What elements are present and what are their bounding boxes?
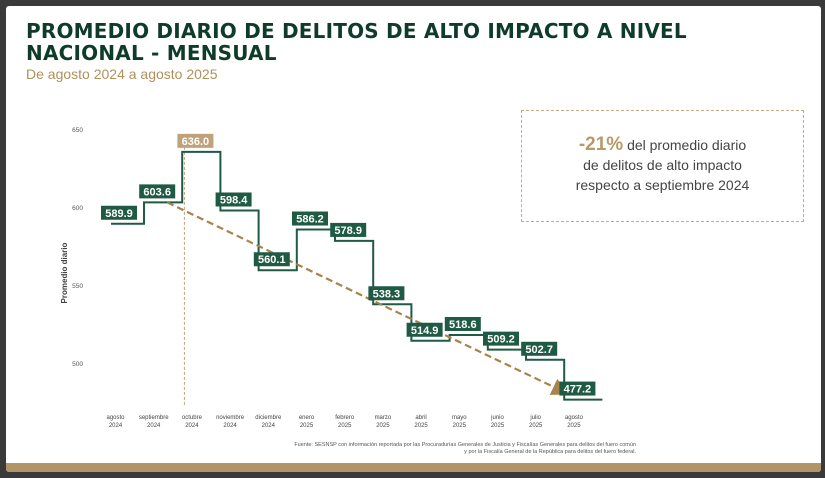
data-label: 502.7 <box>525 344 553 356</box>
x-tick-year: 2025 <box>453 423 467 429</box>
x-tick-year: 2024 <box>262 423 276 429</box>
data-label: 477.2 <box>564 384 592 396</box>
x-tick-month: enero <box>299 415 315 421</box>
data-label-box <box>406 322 443 337</box>
x-tick-month: junio <box>490 415 504 421</box>
x-tick-month: abril <box>415 415 426 421</box>
y-tick-label: 500 <box>72 361 83 368</box>
y-tick-label: 550 <box>72 283 83 290</box>
data-label: 509.2 <box>487 334 515 346</box>
data-label-box <box>444 316 481 331</box>
x-tick-year: 2025 <box>338 423 352 429</box>
x-tick-year: 2024 <box>223 423 237 429</box>
y-tick-label: 600 <box>72 205 83 212</box>
x-tick-month: agosto <box>106 415 125 421</box>
data-label-box <box>521 341 558 356</box>
data-label: 598.4 <box>220 194 248 206</box>
source-note: Fuente: SESNSP con información reportada… <box>166 442 636 456</box>
x-tick-year: 2024 <box>185 423 199 429</box>
x-tick-month: septiembre <box>139 415 169 421</box>
x-tick-month: julio <box>529 415 541 421</box>
callout-line-1: -21% del promedio diario <box>522 135 803 155</box>
data-label: 538.3 <box>373 288 401 300</box>
page-subtitle: De agosto 2024 a agosto 2025 <box>26 66 218 82</box>
x-tick-month: agosto <box>565 415 584 421</box>
x-tick-year: 2025 <box>414 423 428 429</box>
step-chart: Promedio diario 650 600 550 500 589.9 603.6 636… <box>60 127 603 429</box>
data-label-box <box>177 133 214 148</box>
footer-band <box>6 463 821 472</box>
x-tick-year: 2025 <box>491 423 505 429</box>
data-label: 589.9 <box>105 208 133 220</box>
data-label: 636.0 <box>182 136 210 148</box>
x-tick-month: marzo <box>375 415 392 421</box>
x-tick-month: octubre <box>182 415 203 421</box>
data-label-box <box>292 211 328 226</box>
data-label: 560.1 <box>258 254 286 266</box>
data-label: 518.6 <box>449 319 477 331</box>
x-tick-month: diciembre <box>255 415 282 421</box>
callout-line-1-text: del promedio diario <box>623 137 747 153</box>
y-tick-label: 650 <box>72 127 83 134</box>
data-label-box <box>139 184 176 199</box>
data-label: 603.6 <box>143 186 171 198</box>
x-tick-year: 2025 <box>300 423 314 429</box>
data-label-box <box>330 222 367 237</box>
x-tick-year: 2024 <box>147 423 161 429</box>
source-line-1: Fuente: SESNSP con información reportada… <box>294 442 636 448</box>
y-axis-label: Promedio diario <box>60 242 69 303</box>
data-label-box <box>483 331 519 346</box>
source-line-2: y por la Fiscalía General de la Repúblic… <box>464 449 636 455</box>
data-label-box <box>253 252 290 267</box>
data-label-box <box>559 381 596 396</box>
page-title: PROMEDIO DIARIO DE DELITOS DE ALTO IMPAC… <box>26 19 687 65</box>
trend-arrow <box>166 201 570 395</box>
data-label-box <box>215 192 252 207</box>
x-tick-month: noviembre <box>216 415 245 421</box>
x-tick-year: 2025 <box>567 423 581 429</box>
data-label: 578.9 <box>334 225 362 237</box>
callout-line-3: respecto a septiembre 2024 <box>575 177 750 193</box>
callout-percent: -21% <box>578 134 624 155</box>
data-label-box <box>368 286 405 301</box>
data-label: 586.2 <box>296 214 324 226</box>
callout-line-2: de delitos de alto impacto <box>583 157 742 173</box>
x-tick-month: mayo <box>452 415 467 421</box>
data-label: 514.9 <box>411 325 439 337</box>
x-tick-month: febrero <box>335 415 355 421</box>
x-tick-year: 2025 <box>529 423 543 429</box>
x-tick-year: 2025 <box>376 423 390 429</box>
data-label-box <box>101 205 137 220</box>
step-series-line <box>111 150 603 401</box>
x-tick-year: 2024 <box>109 423 123 429</box>
callout-box: -21% del promedio diario de delitos de a… <box>521 110 804 222</box>
slide: PROMEDIO DIARIO DE DELITOS DE ALTO IMPAC… <box>6 6 821 472</box>
